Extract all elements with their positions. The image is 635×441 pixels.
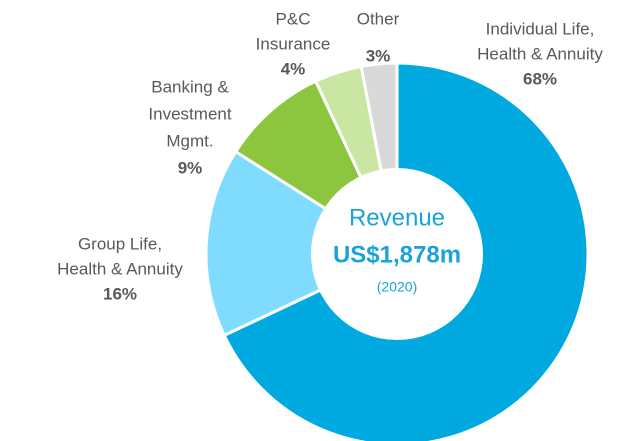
slice-value-label: 4% [281,59,306,78]
donut-hole [311,168,483,340]
center-note: (2020) [377,279,417,295]
slice-label: Mgmt. [166,131,213,150]
slice [204,149,401,338]
slice-label: Group Life, [78,234,162,253]
slice-label: Other [357,9,400,28]
slice-label: Individual Life, [486,19,595,38]
center-title: Revenue [349,204,445,231]
slice-label: Insurance [256,34,331,53]
slice-label: Banking & [151,77,229,96]
slice-label: Health & Annuity [57,259,183,278]
slice-value-label: 16% [103,284,137,303]
center-value: US$1,878m [333,241,461,268]
slice-value-label: 3% [366,46,391,65]
slice-label: Investment [148,104,231,123]
slice-value-label: 68% [523,69,557,88]
slice-label: Health & Annuity [477,44,603,63]
slice-label: P&C [276,9,311,28]
slice-value-label: 9% [178,158,203,177]
